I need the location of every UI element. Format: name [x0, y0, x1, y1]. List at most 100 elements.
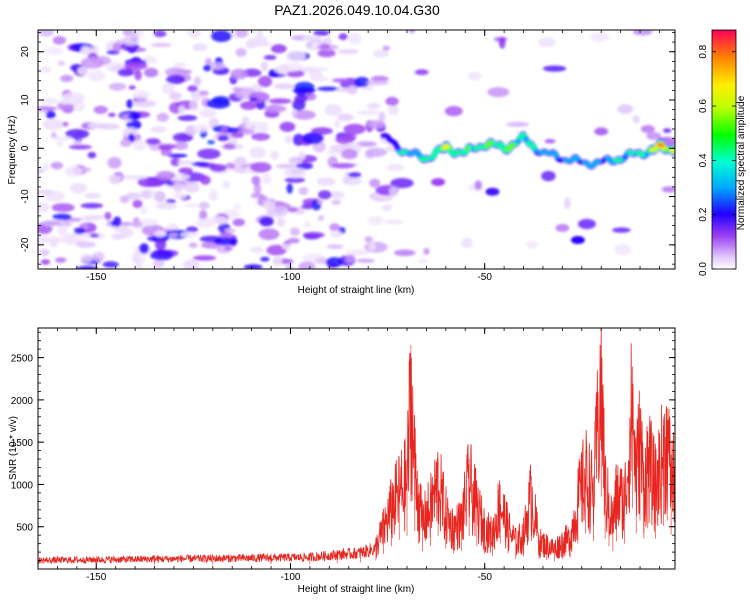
spectrogram-cell	[313, 67, 330, 72]
spectrogram-cell	[284, 177, 305, 183]
spectrogram-cell	[139, 205, 148, 215]
spectrogram-cell	[284, 167, 307, 179]
spectrogram-cell	[104, 211, 112, 220]
snr-y-tick-label: 2500	[11, 354, 34, 365]
spectrogram-cell	[80, 167, 92, 172]
spectrogram-cell	[544, 139, 556, 144]
spectrogram-cell	[107, 156, 122, 169]
colorbar-label: Normalized spectral amplitude	[736, 95, 747, 230]
spectrogram-cell	[291, 110, 298, 116]
spectrogram-cell	[329, 191, 345, 199]
ridge-cell	[574, 156, 581, 161]
spectrogram-cell	[235, 30, 249, 38]
spectrogram-cell	[92, 251, 105, 262]
spectrogram-cell	[207, 140, 216, 145]
snr-noise	[38, 328, 675, 566]
spectrogram-cell	[187, 30, 201, 38]
spectrogram-cell	[154, 191, 166, 203]
spectrogram-cell	[217, 135, 229, 141]
spectrogram-cell	[65, 166, 83, 177]
spectrogram-cell	[262, 199, 276, 211]
spectrogram-cell	[109, 176, 121, 185]
spectrogram-cell	[138, 218, 159, 227]
spectrogram-cell	[166, 74, 186, 85]
spectrogram-cell	[317, 215, 325, 221]
spectrogram-cell	[348, 172, 362, 178]
snr-x-tick-label: -150	[86, 572, 106, 583]
spectrogram-cell	[270, 150, 280, 160]
spectrogram-cell	[301, 203, 314, 210]
ridge-cell	[639, 153, 646, 157]
spectrogram-cell	[369, 178, 381, 188]
spectrogram-cell	[138, 243, 150, 254]
spectrogram-cell	[192, 255, 217, 261]
ridge-cell	[658, 143, 665, 148]
spectrogram-cell	[281, 243, 292, 250]
spectrogram-cell	[165, 199, 177, 204]
ridge-cell	[628, 151, 636, 155]
spectrogram-cell	[612, 227, 631, 233]
spectrogram-cell	[326, 244, 344, 250]
spectrogram-cell	[304, 221, 311, 229]
spectrogram-cell	[168, 233, 179, 238]
spectrogram-x-axis: -150 -100 -50	[37, 30, 660, 283]
spectrogram-cell	[52, 213, 72, 221]
spectrogram-cell	[387, 104, 399, 116]
spectrogram-cell	[292, 110, 316, 120]
spectrogram-cell	[132, 199, 143, 209]
spectrogram-y-label: Frequency (Hz)	[7, 116, 18, 185]
spectrogram-cell	[347, 33, 362, 45]
spectrogram-cell	[41, 220, 62, 226]
spectrogram-cell	[127, 114, 139, 120]
spectrogram-cell	[132, 100, 157, 108]
snr-x-label: Height of straight line (km)	[298, 584, 415, 595]
spectrogram-cell	[224, 246, 233, 251]
spectrogram-cell	[68, 144, 92, 150]
spectrogram-cell	[167, 153, 188, 158]
spectrogram-cell	[474, 180, 482, 190]
spectrogram-cell	[155, 238, 167, 251]
spectrogram-cell	[169, 91, 182, 101]
spectrogram-cell	[356, 258, 375, 263]
spectrogram-cell	[258, 228, 280, 240]
spectrogram-cell	[132, 90, 150, 100]
spectrogram-cell	[297, 151, 306, 161]
spectrogram-cell	[378, 111, 386, 123]
spectrogram-cell	[102, 261, 119, 268]
spectrogram-cell	[38, 30, 54, 37]
snr-y-label: SNR (10 * v/v)	[8, 416, 19, 480]
spectrogram-y-tick-label: 10	[20, 94, 31, 106]
spectrogram-cell	[423, 247, 430, 255]
spectrogram-cell	[43, 163, 49, 171]
spectrogram-cell	[337, 49, 359, 54]
spectrogram-cell	[325, 257, 343, 268]
spectrogram-cell	[122, 30, 133, 36]
spectrogram-x-tick-label: -150	[86, 272, 106, 283]
spectrogram-cell	[107, 112, 116, 117]
spectrogram-cell	[125, 192, 141, 200]
spectrogram-cell	[172, 193, 187, 199]
spectrogram-cell	[75, 241, 96, 248]
spectrogram-cell	[289, 227, 300, 236]
snr-y-tick-label: 1500	[11, 438, 34, 449]
spectrogram-cell	[414, 69, 429, 76]
ridge-cell	[530, 145, 538, 150]
spectrogram-cell	[200, 175, 211, 185]
spectrogram-cell	[149, 249, 174, 261]
spectrogram-cell	[97, 123, 120, 130]
ridge-cell	[401, 150, 408, 154]
colorbar-ticks: 0.0 0.2 0.4 0.6 0.8	[698, 44, 736, 276]
spectrogram-cell	[42, 119, 64, 131]
spectrogram-cell	[316, 177, 336, 186]
spectrogram-cell	[59, 100, 78, 105]
spectrogram-cell	[62, 121, 69, 127]
spectrogram-cell	[173, 141, 189, 150]
spectrogram-cell	[646, 132, 662, 140]
spectrogram-cell	[209, 164, 227, 173]
spectrogram-cell	[506, 121, 529, 127]
ridge-cell	[553, 154, 560, 159]
spectrogram-cell	[240, 101, 257, 110]
spectrogram-cell	[318, 44, 331, 49]
spectrogram-cell	[150, 43, 172, 47]
spectrogram-cell	[272, 255, 283, 267]
